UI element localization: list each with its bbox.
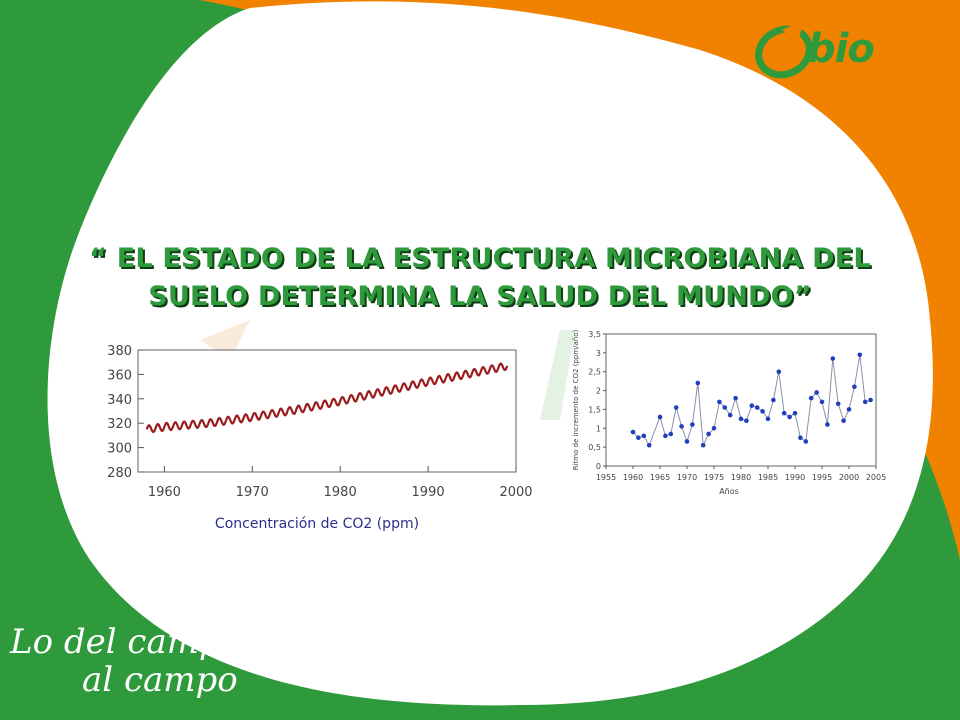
data-point: [808, 395, 814, 401]
data-point: [835, 401, 841, 407]
data-point: [771, 397, 776, 403]
y-tick-label: 340: [107, 393, 132, 408]
data-point: [749, 403, 755, 408]
logo-wordmark: bionat: [807, 26, 947, 72]
x-tick-label: 1960: [148, 485, 181, 500]
data-point: [830, 356, 836, 361]
data-point: [646, 442, 652, 448]
data-point: [803, 439, 809, 444]
leaf-icon: [755, 20, 813, 79]
logo-text-bio: bio: [807, 26, 875, 72]
x-tick-label: 1970: [677, 473, 697, 482]
plot-frame: [605, 333, 877, 467]
data-point: [657, 414, 663, 420]
data-point: [711, 425, 717, 431]
data-point: [754, 405, 760, 410]
data-point: [679, 424, 684, 429]
plot-frame: [137, 349, 517, 473]
slide-title: “ EL ESTADO DE LA ESTRUCTURA MICROBIANA …: [40, 240, 920, 316]
data-point: [663, 433, 668, 439]
data-point: [744, 418, 749, 424]
data-point: [673, 405, 679, 410]
x-tick-label: 1975: [704, 473, 724, 482]
data-point: [798, 435, 803, 441]
data-point: [717, 399, 722, 405]
growth-series-line: [632, 354, 871, 448]
data-point: [760, 409, 765, 414]
data-point: [765, 416, 771, 422]
data-point: [841, 418, 846, 424]
data-point: [727, 412, 733, 418]
slogan-line-1: Lo del campo…: [10, 622, 276, 662]
y-tick-label: 3: [596, 349, 601, 358]
y-axis-label: Ritmo de incremento de CO2 (ppm/año): [572, 329, 580, 470]
slogan-line-2: al campo: [82, 660, 238, 700]
data-point: [684, 439, 690, 444]
y-tick-label: 380: [107, 344, 132, 359]
data-point: [776, 369, 782, 375]
data-point: [868, 397, 873, 403]
data-point: [695, 380, 701, 386]
logo-text-nat: nat: [873, 26, 947, 72]
x-tick-label: 1980: [324, 485, 357, 500]
data-point: [819, 399, 825, 405]
x-tick-label: 1970: [236, 485, 269, 500]
x-tick-label: 2000: [839, 473, 859, 482]
data-point: [733, 395, 738, 401]
data-point: [862, 399, 868, 405]
data-point: [852, 384, 857, 390]
data-point: [781, 410, 787, 416]
y-tick-label: 320: [107, 417, 132, 432]
data-point: [825, 422, 830, 427]
co2-series-line: [145, 362, 509, 434]
x-tick-label: 1995: [812, 473, 832, 482]
y-tick-label: 3,5: [588, 330, 601, 339]
x-tick-label: 2000: [499, 485, 532, 500]
x-tick-label: 1985: [758, 473, 778, 482]
data-point: [722, 405, 728, 410]
y-tick-label: 2,5: [588, 368, 601, 377]
y-tick-label: 2: [596, 387, 601, 396]
y-tick-label: 0: [596, 462, 601, 471]
data-point: [641, 433, 647, 439]
data-point: [857, 352, 863, 358]
data-point: [792, 410, 798, 416]
y-tick-label: 1: [596, 424, 601, 433]
x-tick-label: 1990: [412, 485, 445, 500]
x-tick-label: 1955: [596, 473, 616, 482]
y-tick-label: 300: [107, 442, 132, 457]
data-point: [814, 390, 819, 395]
x-tick-label: 1960: [623, 473, 643, 482]
x-axis-label: Años: [719, 487, 739, 496]
data-point: [738, 416, 744, 422]
data-point: [706, 431, 711, 437]
x-tick-label: 2005: [866, 473, 886, 482]
x-tick-label: 1990: [785, 473, 805, 482]
co2-concentration-chart: 280 300 320 340 360 380 1960 1970 1980 1990 2000 Co…: [107, 344, 532, 532]
x-axis-label: Concentración de CO2 (ppm): [215, 516, 419, 532]
data-point: [630, 429, 636, 435]
data-point: [846, 407, 852, 412]
y-tick-label: 1,5: [588, 405, 601, 414]
title-line-2: SUELO DETERMINA LA SALUD DEL MUNDO”: [148, 281, 812, 312]
y-tick-label: 360: [107, 368, 132, 383]
title-line-1: “ EL ESTADO DE LA ESTRUCTURA MICROBIANA …: [89, 243, 871, 274]
data-point: [700, 442, 706, 448]
x-tick-label: 1965: [650, 473, 670, 482]
data-point: [668, 431, 674, 437]
co2-growth-rate-chart: 0 0,5 1 1,5 2 2,5 3 3,5 1955 1960 1965 1970 1975 1980…: [572, 329, 886, 496]
data-point: [636, 435, 641, 441]
y-tick-label: 0,5: [588, 443, 601, 452]
bionat-logo: [752, 12, 952, 88]
data-point: [690, 422, 695, 427]
x-tick-label: 1980: [731, 473, 751, 482]
data-point: [787, 414, 792, 420]
y-tick-label: 280: [107, 466, 132, 481]
